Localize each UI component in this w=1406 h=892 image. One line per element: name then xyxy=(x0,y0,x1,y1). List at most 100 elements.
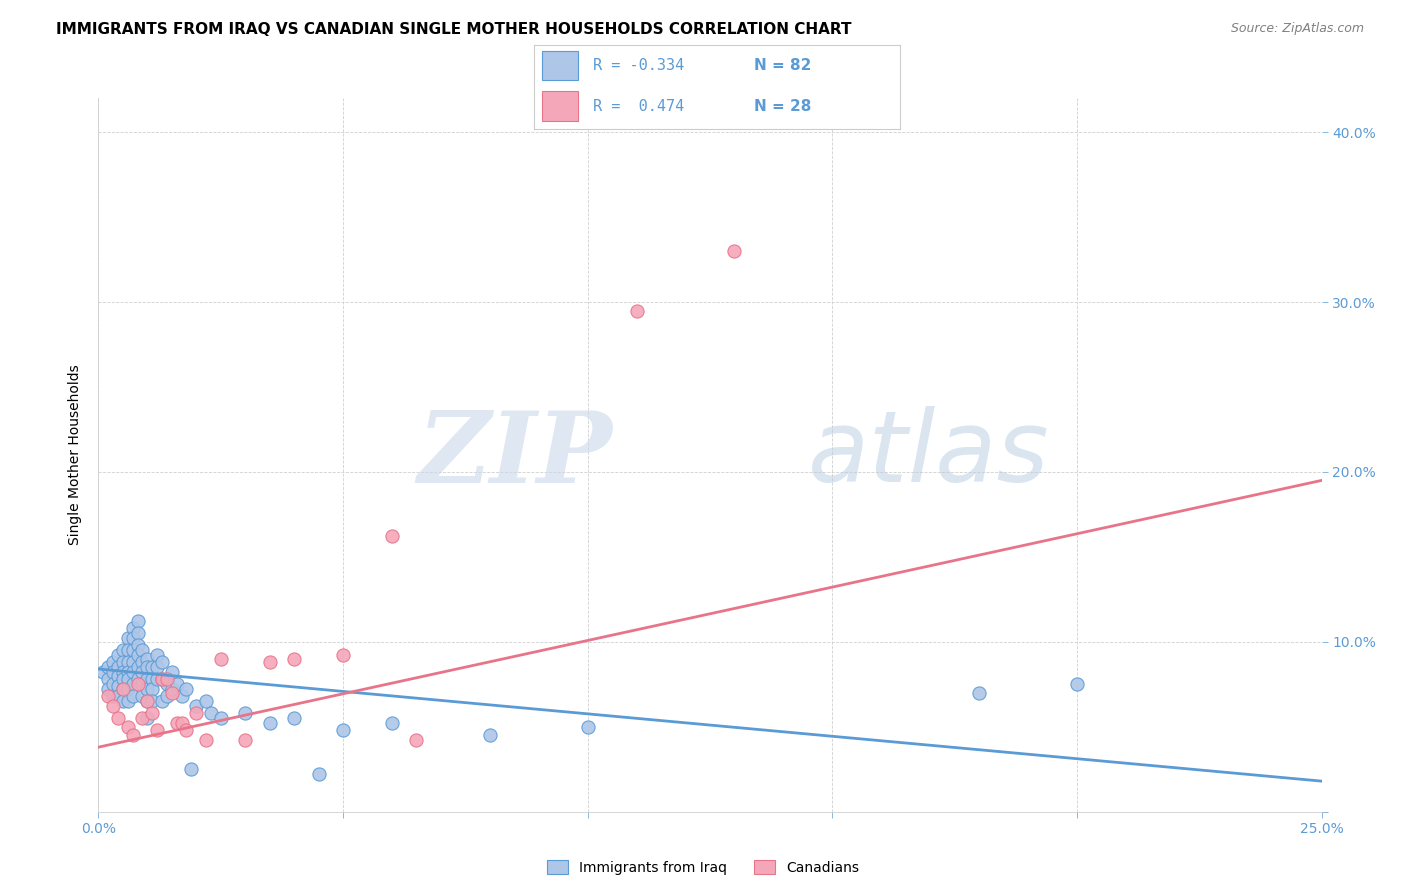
Point xyxy=(150,672,173,686)
Point xyxy=(117,665,139,680)
Point xyxy=(127,677,149,691)
Point xyxy=(121,665,143,680)
Point xyxy=(97,672,120,686)
Point xyxy=(136,711,159,725)
Point xyxy=(170,689,193,703)
Point xyxy=(200,706,222,721)
Point xyxy=(626,303,648,318)
Bar xyxy=(541,51,578,80)
Point xyxy=(117,720,139,734)
Text: ZIP: ZIP xyxy=(418,407,612,503)
Point xyxy=(259,655,281,669)
Point xyxy=(332,723,354,738)
Bar xyxy=(541,91,578,120)
Point xyxy=(233,733,256,747)
Point xyxy=(146,723,169,738)
Point xyxy=(117,632,139,646)
Point xyxy=(405,733,427,747)
Point xyxy=(121,677,143,691)
Point xyxy=(723,244,745,258)
Point xyxy=(111,682,134,697)
Point xyxy=(176,723,198,738)
Point xyxy=(117,672,139,686)
Point xyxy=(209,711,232,725)
Point xyxy=(97,660,120,674)
Point xyxy=(233,706,256,721)
Point xyxy=(117,682,139,697)
Point xyxy=(381,716,404,731)
Point xyxy=(131,677,153,691)
Point xyxy=(195,733,218,747)
Point xyxy=(121,632,143,646)
Point xyxy=(141,660,163,674)
Point xyxy=(131,643,153,657)
Point xyxy=(141,682,163,697)
Point xyxy=(117,643,139,657)
Text: N = 28: N = 28 xyxy=(754,98,811,113)
Point xyxy=(101,689,124,703)
Point xyxy=(121,643,143,657)
Point xyxy=(111,665,134,680)
Point xyxy=(97,682,120,697)
Point xyxy=(131,655,153,669)
Point xyxy=(97,689,120,703)
Point xyxy=(186,699,208,714)
Point xyxy=(111,655,134,669)
Point xyxy=(1066,677,1088,691)
Point xyxy=(283,652,305,666)
Point xyxy=(127,615,149,629)
Point xyxy=(101,677,124,691)
Point xyxy=(576,720,599,734)
Point xyxy=(127,672,149,686)
Point xyxy=(141,706,163,721)
Point xyxy=(150,655,173,669)
Point xyxy=(101,699,124,714)
Point xyxy=(150,672,173,686)
Point xyxy=(195,694,218,708)
Point xyxy=(136,672,159,686)
Point xyxy=(209,652,232,666)
Text: atlas: atlas xyxy=(808,407,1049,503)
Text: N = 82: N = 82 xyxy=(754,58,811,73)
Point xyxy=(107,711,129,725)
Point xyxy=(127,660,149,674)
Point xyxy=(186,706,208,721)
Point xyxy=(91,665,114,680)
Point xyxy=(131,665,153,680)
Point xyxy=(146,660,169,674)
Point xyxy=(127,638,149,652)
Point xyxy=(117,655,139,669)
Text: R =  0.474: R = 0.474 xyxy=(593,98,685,113)
Point xyxy=(111,643,134,657)
Point xyxy=(141,694,163,708)
Point xyxy=(156,689,179,703)
Point xyxy=(107,689,129,703)
Point xyxy=(160,682,183,697)
Point xyxy=(136,660,159,674)
Point xyxy=(166,677,188,691)
Point xyxy=(967,686,990,700)
Point xyxy=(259,716,281,731)
Point xyxy=(127,648,149,663)
Point xyxy=(131,711,153,725)
Point xyxy=(121,689,143,703)
Point xyxy=(146,648,169,663)
Point xyxy=(283,711,305,725)
Point xyxy=(136,694,159,708)
Point xyxy=(141,672,163,686)
Point xyxy=(136,682,159,697)
Point xyxy=(160,686,183,700)
Text: R = -0.334: R = -0.334 xyxy=(593,58,685,73)
Text: IMMIGRANTS FROM IRAQ VS CANADIAN SINGLE MOTHER HOUSEHOLDS CORRELATION CHART: IMMIGRANTS FROM IRAQ VS CANADIAN SINGLE … xyxy=(56,22,852,37)
Point xyxy=(136,652,159,666)
Point xyxy=(121,621,143,635)
Point xyxy=(160,665,183,680)
Point xyxy=(308,767,330,781)
Point xyxy=(156,677,179,691)
Point xyxy=(121,655,143,669)
Y-axis label: Single Mother Households: Single Mother Households xyxy=(69,365,83,545)
Point xyxy=(111,672,134,686)
Point xyxy=(156,672,179,686)
Point xyxy=(107,660,129,674)
Point xyxy=(127,626,149,640)
